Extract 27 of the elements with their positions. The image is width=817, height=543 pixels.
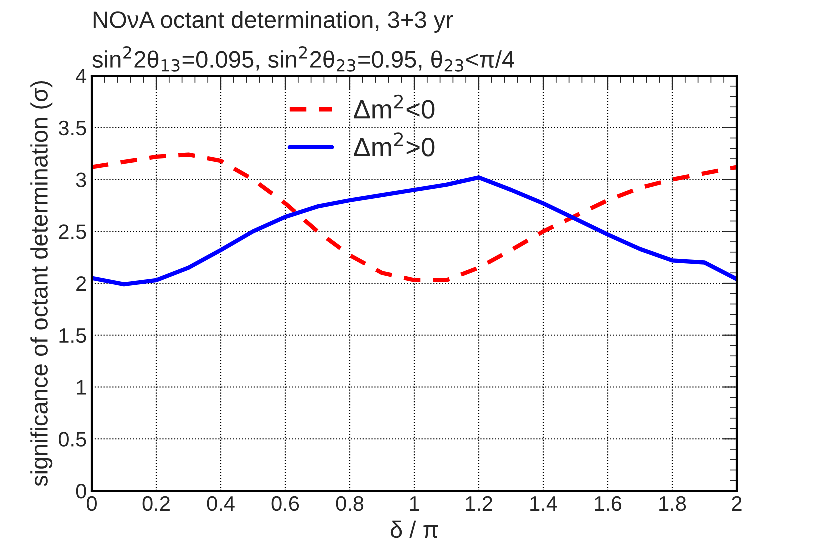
chart-title: NOνA octant determination, 3+3 yr: [94, 10, 454, 34]
text: sin$^{2}$2θ$_{13}$=0.095, sin$^{2}$2θ$_{23}$=0.95, θ$_{23}$<π/4: [92, 46, 514, 72]
x-tick-label: 1: [410, 496, 420, 511]
y-tick-label: 1.5: [60, 328, 86, 344]
y-tick-label: 2: [76, 276, 86, 292]
x-tick-label: 0.2: [142, 496, 170, 512]
legend-label: Δm$^{2}$<0: [354, 94, 435, 119]
x-tick-label: 1.2: [466, 496, 492, 511]
y-tick-label: 3: [76, 172, 86, 188]
y-axis-title: significance of octant determination (σ): [30, 81, 53, 486]
x-axis-title: δ / π: [390, 520, 438, 538]
x-tick-label: 1.4: [530, 496, 558, 511]
y-tick-label: 1: [77, 380, 86, 395]
y-tick-label: 0.5: [58, 432, 86, 447]
x-tick-label: 0.6: [272, 496, 300, 512]
x-tick-label: 1.6: [595, 496, 622, 512]
legend-label: Δm$^{2}$>0: [354, 132, 435, 157]
y-tick-label: 2.5: [59, 224, 86, 240]
x-tick-label: 0.4: [207, 496, 235, 512]
line-series: [92, 176, 737, 287]
y-tick-label: 3.5: [58, 120, 86, 136]
y-tick-label: 0: [76, 484, 86, 499]
x-tick-label: 0.8: [336, 496, 364, 512]
x-tick-label: 0: [87, 496, 97, 512]
x-tick-label: 2: [732, 496, 742, 511]
x-tick-label: 1.8: [660, 496, 686, 512]
y-tick-label: 4: [76, 69, 87, 84]
